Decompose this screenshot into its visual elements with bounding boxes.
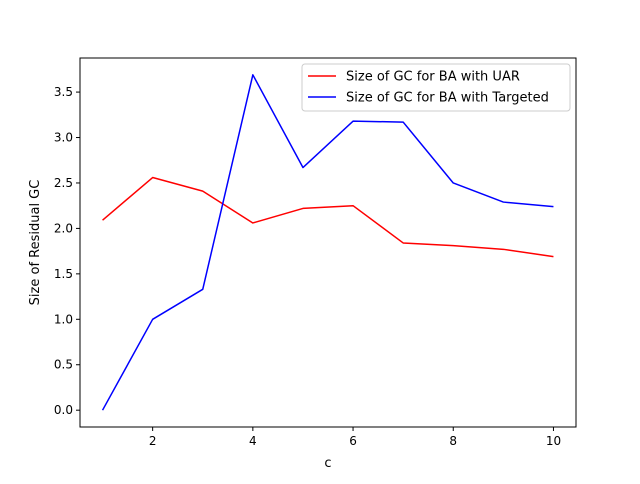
x-tick-label: 8 <box>449 434 457 448</box>
legend: Size of GC for BA with UAR Size of GC for… <box>301 63 571 112</box>
y-tick-label: 3.0 <box>54 131 73 145</box>
y-tick-label: 2.0 <box>54 221 73 235</box>
legend-label-2: Size of GC for BA with Targeted <box>346 91 549 106</box>
x-tick-label: 6 <box>349 434 357 448</box>
axis-ticks: 2 4 6 8 10 0.0 0.5 1.0 1.5 2.0 2.5 3.0 3.5 <box>54 85 561 448</box>
x-tick-label: 2 <box>149 434 157 448</box>
y-tick-label: 1.5 <box>54 267 73 281</box>
series-line-2 <box>101 74 554 411</box>
plot-frame <box>79 57 577 428</box>
y-axis-label: Size of Residual GC <box>28 180 43 306</box>
series-lines <box>101 74 554 411</box>
y-tick-label: 3.5 <box>54 85 73 99</box>
x-tick-label: 4 <box>249 434 257 448</box>
y-tick-label: 1.0 <box>54 312 73 326</box>
x-axis-label: c <box>324 456 331 471</box>
y-tick-label: 2.5 <box>54 176 73 190</box>
y-tick-label: 0.5 <box>54 358 73 372</box>
legend-box <box>301 63 571 112</box>
y-tick-label: 0.0 <box>54 403 73 417</box>
legend-label-1: Size of GC for BA with UAR <box>346 70 520 85</box>
x-tick-label: 10 <box>546 434 561 448</box>
series-line-1 <box>102 176 554 258</box>
